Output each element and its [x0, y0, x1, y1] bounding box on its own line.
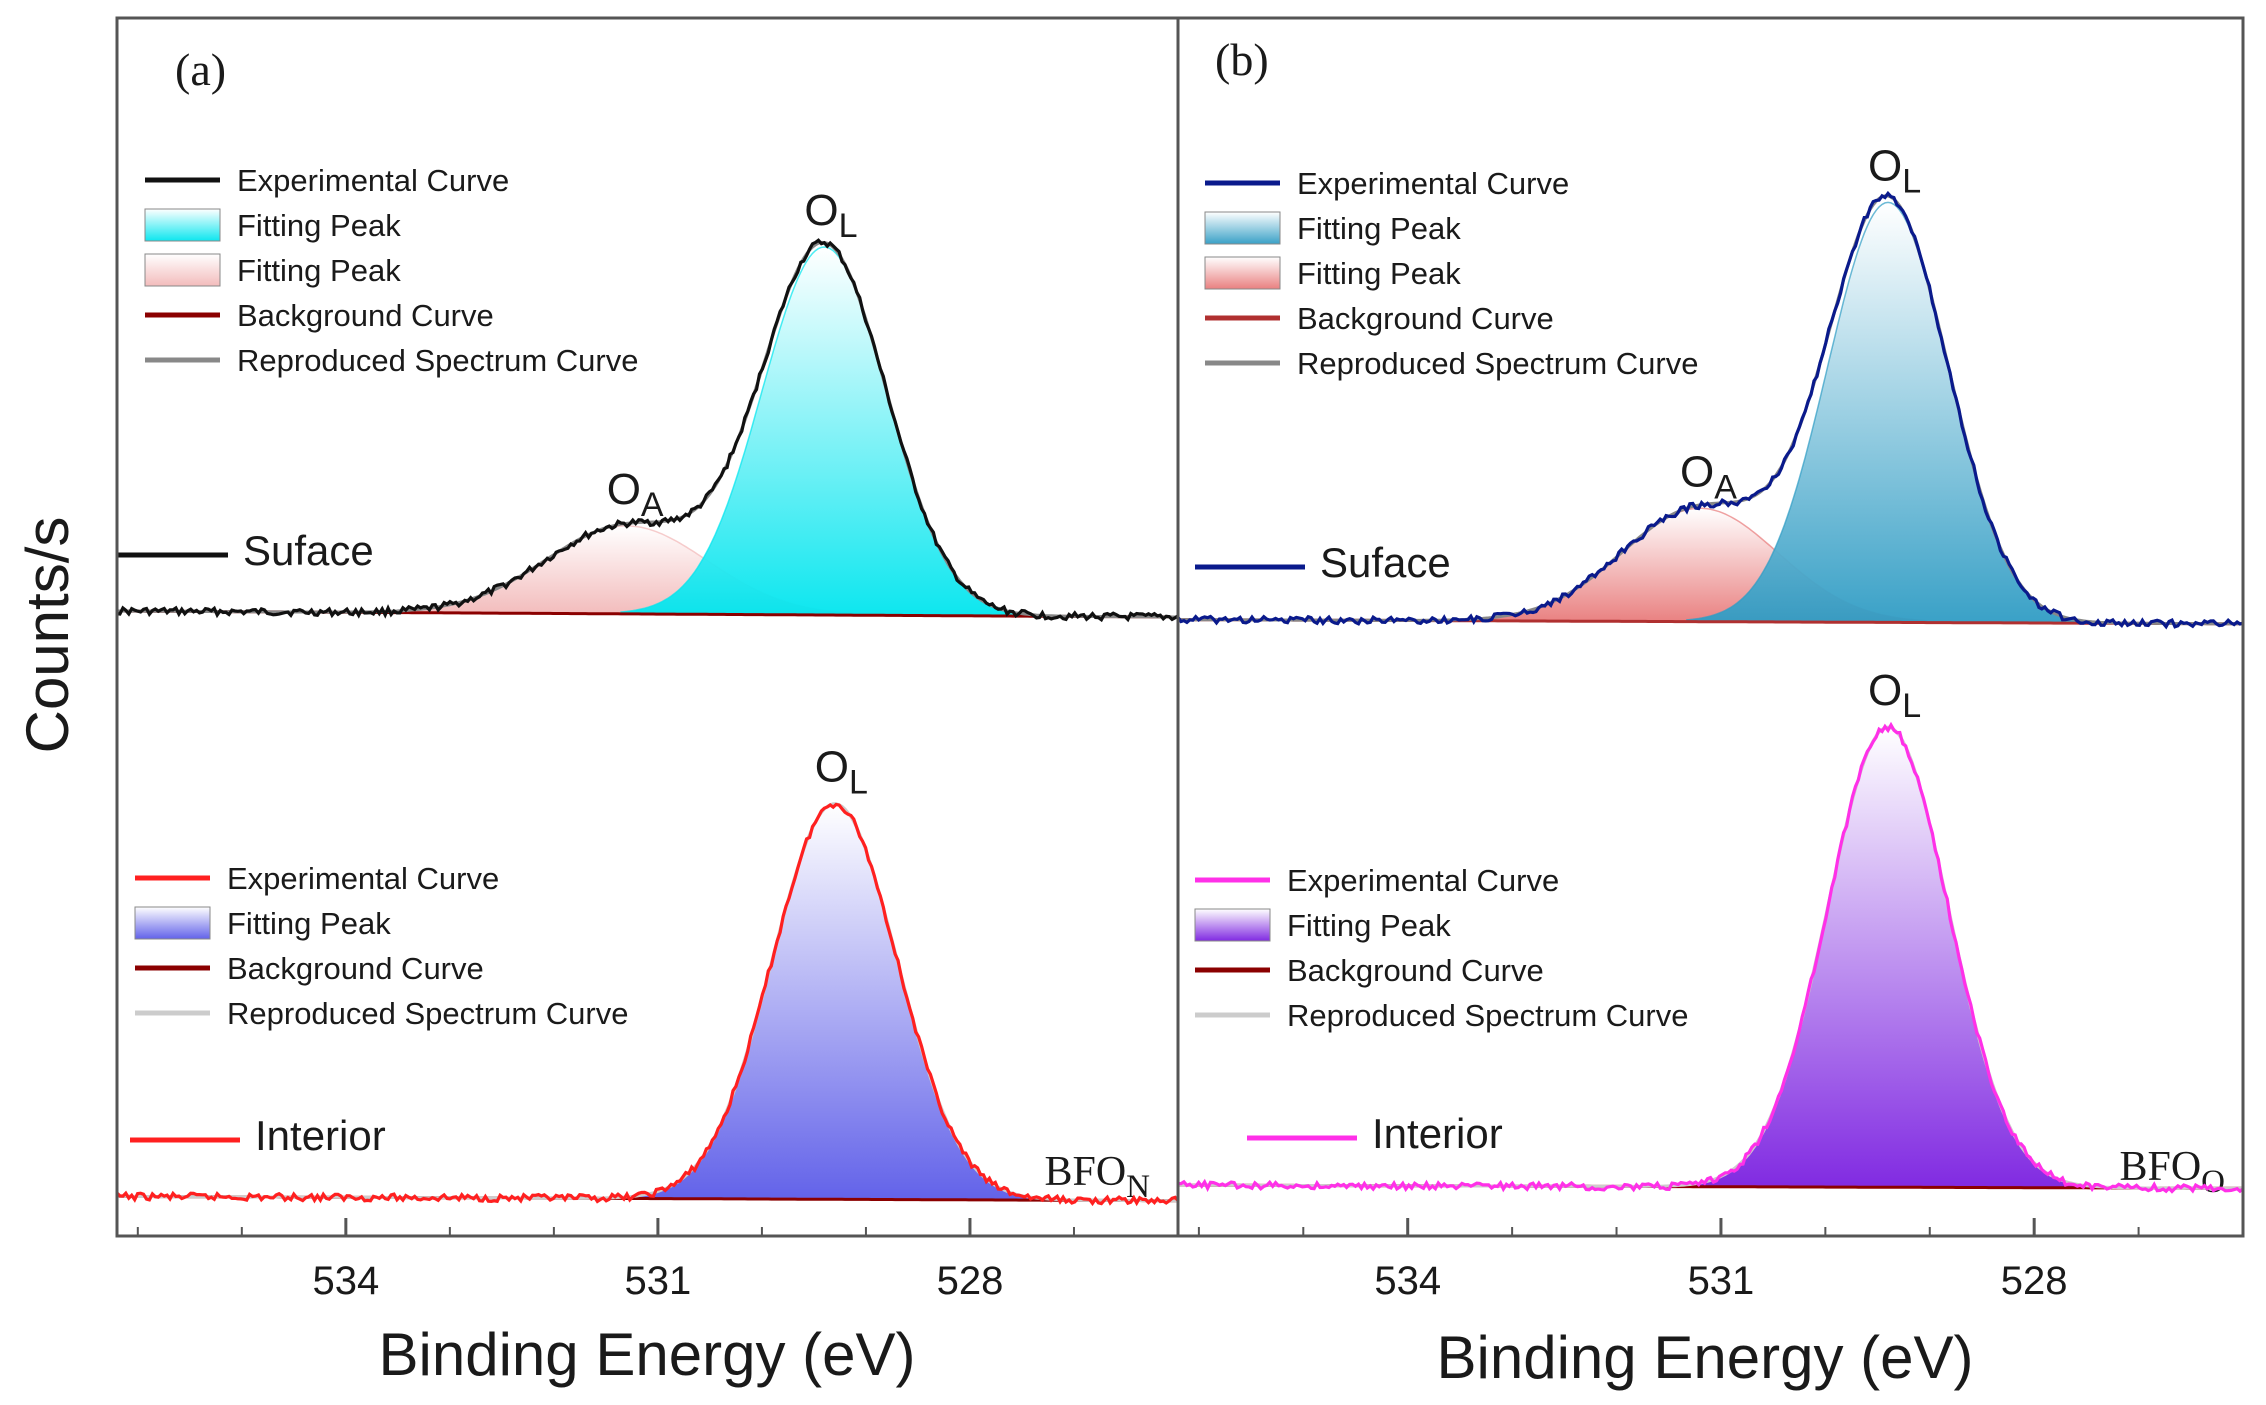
legend-label: Fitting Peak [1297, 211, 1461, 246]
panel-label: (a) [175, 44, 226, 95]
legend-label: Fitting Peak [1287, 908, 1451, 943]
series-name: Suface [1320, 539, 1451, 586]
peak-label-l: OL [804, 186, 857, 245]
legend-swatch-peak [1204, 256, 1281, 290]
panel-b: 534 531 528 (b) BFOO OA OL Suface Experimental C… [1176, 34, 2245, 1303]
x-tick-label: 534 [312, 1259, 379, 1303]
peak-label-a: OA [607, 465, 664, 524]
legend-label: Fitting Peak [227, 906, 391, 941]
peak-label-l: OL [1868, 141, 1921, 200]
x-tick-label: 531 [1688, 1259, 1755, 1303]
legend-swatch-peak [1194, 908, 1271, 942]
panel-label: (b) [1215, 34, 1269, 85]
subplot-suface: OA OL Suface Experimental Curve Fitting Peak… [116, 163, 1179, 623]
legend-label: Experimental Curve [1287, 863, 1559, 898]
legend-label: Background Curve [1297, 301, 1554, 336]
x-tick-label: 528 [937, 1259, 1004, 1303]
series-name: Interior [1372, 1110, 1503, 1157]
legend-label: Reproduced Spectrum Curve [1297, 346, 1698, 381]
x-tick-label: 534 [1374, 1259, 1441, 1303]
peak-label-a: OA [1680, 447, 1737, 506]
series-name: Interior [255, 1112, 386, 1159]
legend-label: Background Curve [1287, 953, 1544, 988]
legend-label: Experimental Curve [1297, 166, 1569, 201]
peak-label-l: OL [1868, 666, 1921, 725]
subplot-interior: OL Interior Experimental Curve Fitting Peak… [1178, 666, 2245, 1194]
legend-swatch-peak [144, 208, 221, 242]
legend-swatch-peak [144, 253, 221, 287]
experimental-curve [115, 802, 1180, 1207]
y-axis-label: Counts/s [14, 517, 81, 754]
fitting-peak-l [629, 803, 1041, 1201]
legend-label: Experimental Curve [237, 163, 509, 198]
legend-label: Fitting Peak [237, 253, 401, 288]
legend-label: Background Curve [227, 951, 484, 986]
legend-label: Reproduced Spectrum Curve [237, 343, 638, 378]
panel-a: 534 531 528 (a) BFON OA OL Suface Experimental C… [115, 44, 1180, 1303]
experimental-curve [1178, 721, 2245, 1194]
experimental-curve [1176, 190, 2244, 630]
x-axis-label-b: Binding Energy (eV) [1437, 1324, 1974, 1391]
x-tick-label: 531 [625, 1259, 692, 1303]
frame-layer [115, 16, 2245, 1238]
legend-label: Reproduced Spectrum Curve [227, 996, 628, 1031]
plot-layer: 534 531 528 (a) BFON OA OL Suface Experimental C… [115, 34, 2245, 1303]
x-tick-label: 528 [2001, 1259, 2068, 1303]
legend-label: Experimental Curve [227, 861, 499, 896]
legend-label: Background Curve [237, 298, 494, 333]
series-name: Suface [243, 527, 374, 574]
legend-swatch-peak [134, 906, 211, 940]
experimental-curve [116, 238, 1179, 623]
legend-label: Fitting Peak [237, 208, 401, 243]
fitting-peak-l [1686, 726, 2090, 1189]
sample-label: BFON [1044, 1149, 1150, 1205]
legend-swatch-peak [1204, 211, 1281, 245]
subplot-interior: OL Interior Experimental Curve Fitting Peak… [115, 743, 1180, 1207]
x-axis-label-a: Binding Energy (eV) [379, 1321, 916, 1388]
plot-frame [115, 16, 2245, 1238]
peak-label-l: OL [815, 743, 868, 802]
legend-label: Fitting Peak [1297, 256, 1461, 291]
subplot-suface: OA OL Suface Experimental Curve Fitting Peak… [1176, 141, 2244, 630]
legend-label: Reproduced Spectrum Curve [1287, 998, 1688, 1033]
sample-label: BFOO [2119, 1144, 2225, 1200]
